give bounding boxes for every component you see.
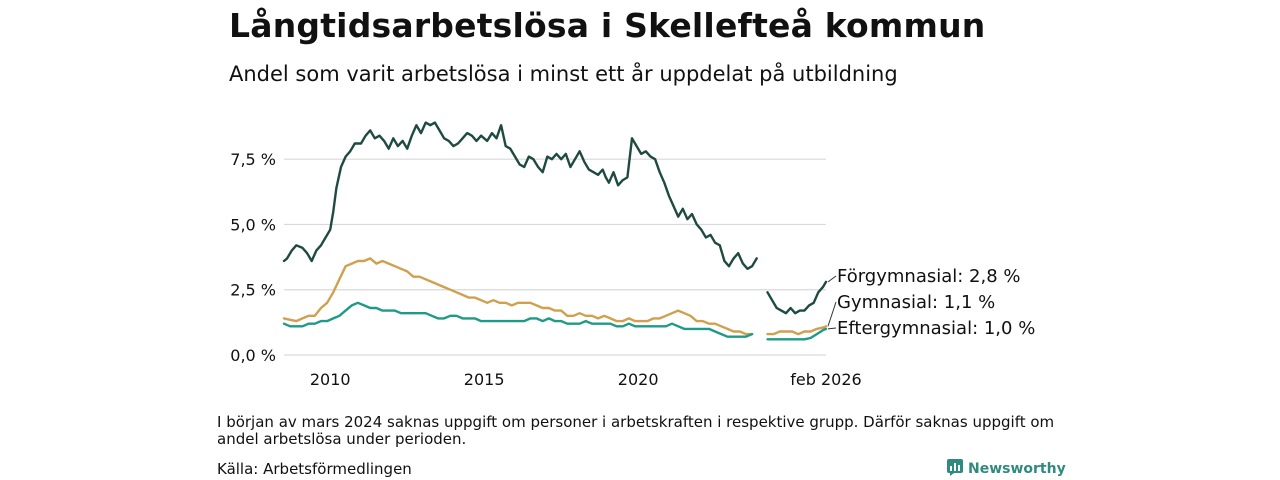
y-axis-ticks: 0,0 % 2,5 % 5,0 % 7,5 %: [230, 150, 276, 365]
series-line-förgymnasial: [282, 121, 828, 315]
series-line-gymnasial: [282, 257, 828, 336]
series-lines: [282, 121, 828, 341]
x-tick-label: 2020: [618, 370, 659, 389]
footnote: I början av mars 2024 saknas uppgift om …: [217, 413, 1055, 448]
leader-line-eftergymnasial: [827, 327, 837, 330]
gridlines: [284, 158, 826, 356]
x-tick-label: 2015: [464, 370, 505, 389]
end-label-eftergymnasial: Eftergymnasial: 1,0 %: [837, 318, 1035, 339]
chart-subtitle: Andel som varit arbetslösa i minst ett å…: [229, 62, 898, 86]
chart-title: Långtidsarbetslösa i Skellefteå kommun: [229, 6, 986, 45]
y-tick-label: 5,0 %: [230, 215, 276, 234]
x-tick-label: 2010: [310, 370, 351, 389]
end-labels: Förgymnasial: 2,8 % Gymnasial: 1,1 % Efter…: [827, 266, 1035, 339]
end-label-förgymnasial: Förgymnasial: 2,8 %: [837, 266, 1021, 287]
y-tick-label: 7,5 %: [230, 150, 276, 169]
y-tick-label: 0,0 %: [230, 346, 276, 365]
y-tick-label: 2,5 %: [230, 281, 276, 300]
leader-line-förgymnasial: [827, 275, 837, 283]
brand-name: Newsworthy: [968, 461, 1066, 477]
x-axis-ticks: 2010 2015 2020 feb 2026: [310, 370, 862, 389]
brand-logo: Newsworthy: [946, 458, 1066, 480]
newsworthy-logo-icon: [946, 458, 964, 480]
leader-line-gymnasial: [827, 301, 837, 327]
end-label-gymnasial: Gymnasial: 1,1 %: [837, 292, 995, 313]
series-line-eftergymnasial: [282, 301, 828, 341]
x-tick-label: feb 2026: [790, 370, 861, 389]
source-text: Källa: Arbetsförmedlingen: [217, 460, 412, 478]
